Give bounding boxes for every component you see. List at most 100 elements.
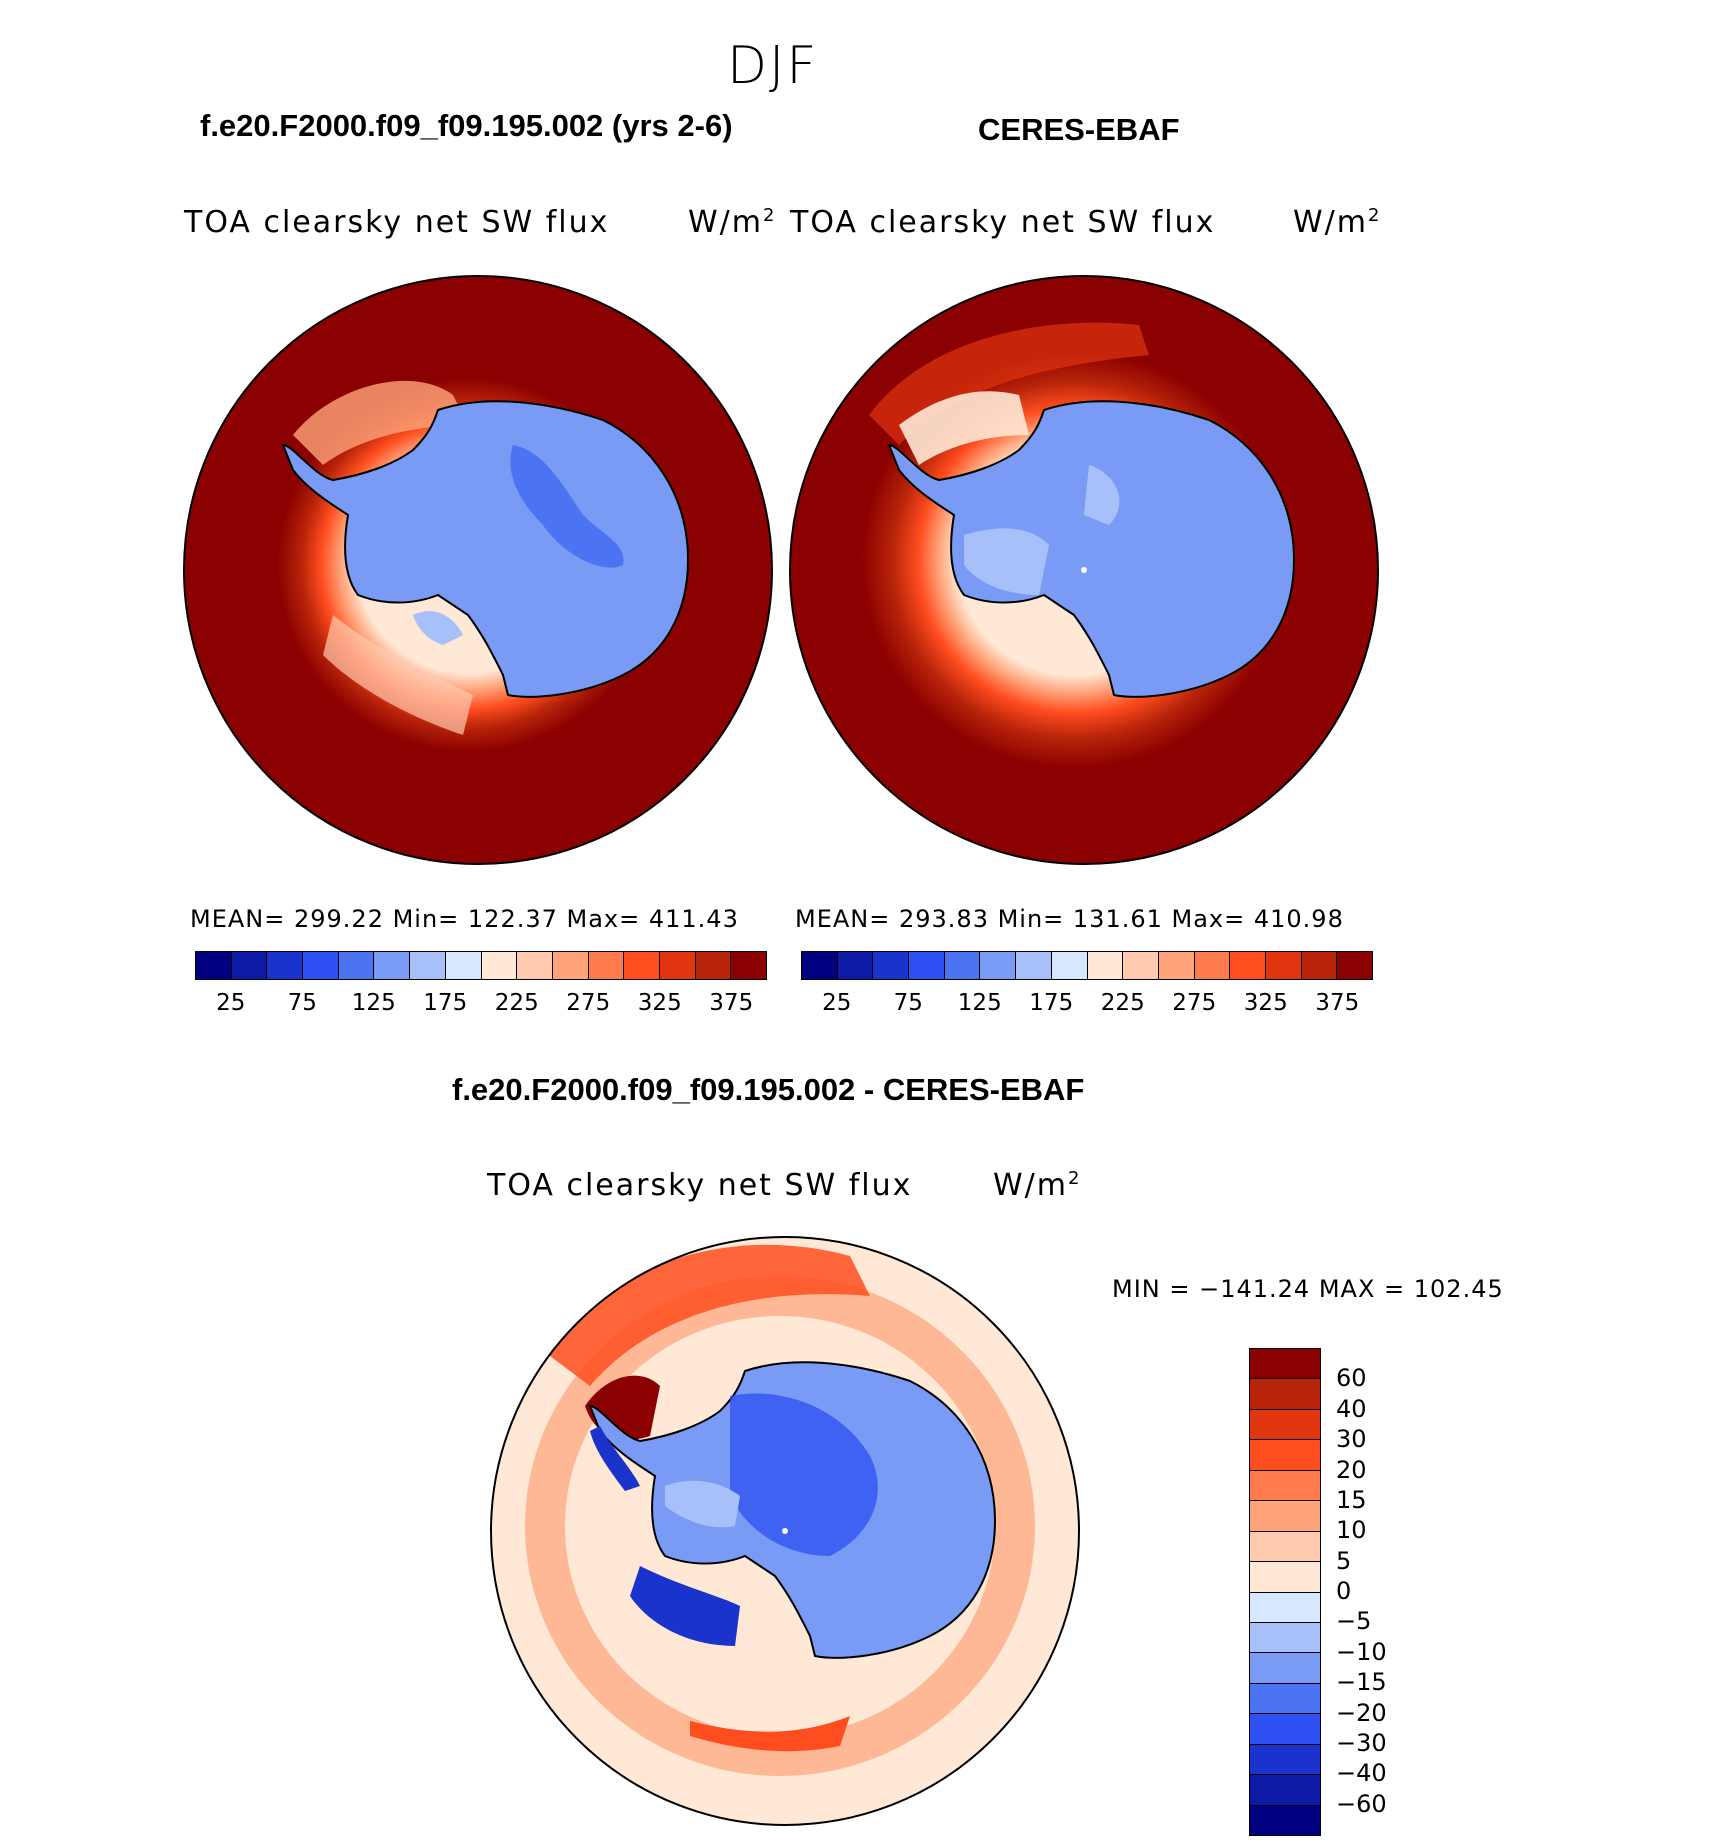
colorbar-segment [1158, 952, 1195, 979]
colorbar-tick-label: 60 [1336, 1364, 1367, 1393]
colorbar-segment [1051, 952, 1088, 979]
panel1-colorbar-labels: 25 75 125 175 225 275 325 375 [195, 990, 767, 1020]
obs-case-title: CERES-EBAF [978, 112, 1180, 147]
colorbar-segment [1123, 952, 1159, 979]
colorbar-tick-label: 225 [494, 990, 539, 1016]
colorbar-segment [980, 952, 1017, 979]
colorbar-segment [196, 952, 232, 979]
colorbar-segment [1230, 952, 1266, 979]
colorbar-tick-label: 75 [893, 990, 923, 1016]
colorbar-segment [267, 952, 304, 979]
colorbar-segment [588, 952, 625, 979]
obs-polar-map [789, 275, 1379, 865]
panel2-stats: MEAN= 293.83 Min= 131.61 Max= 410.98 [795, 905, 1344, 933]
colorbar-tick-label: 30 [1336, 1425, 1367, 1454]
colorbar-tick-label: −40 [1336, 1759, 1387, 1788]
colorbar-segment [1194, 952, 1231, 979]
colorbar-tick-label: 25 [216, 990, 246, 1016]
colorbar-segment [1250, 1349, 1320, 1379]
colorbar-tick-label: −20 [1336, 1698, 1387, 1727]
season-title: DJF [727, 36, 819, 96]
colorbar-tick-label: 75 [287, 990, 317, 1016]
colorbar-segment [1250, 1500, 1320, 1531]
panel1-units: W/m2 [688, 205, 777, 240]
model-case-title: f.e20.F2000.f09_f09.195.002 (yrs 2-6) [200, 108, 733, 143]
colorbar-segment [374, 952, 411, 979]
colorbar-tick-label: 125 [957, 990, 1002, 1016]
colorbar-segment [410, 952, 446, 979]
colorbar-segment [1250, 1804, 1320, 1835]
panel1-stats: MEAN= 299.22 Min= 122.37 Max= 411.43 [190, 905, 739, 933]
colorbar-segment [1250, 1713, 1320, 1744]
difference-title: f.e20.F2000.f09_f09.195.002 - CERES-EBAF [452, 1072, 1085, 1107]
colorbar-tick-label: 175 [423, 990, 468, 1016]
colorbar-tick-label: 175 [1029, 990, 1074, 1016]
panel2-colorbar [801, 951, 1373, 980]
panel2-colorbar-labels: 25 75 125 175 225 275 325 375 [801, 990, 1373, 1020]
colorbar-tick-label: 40 [1336, 1394, 1367, 1423]
colorbar-tick-label: 275 [566, 990, 611, 1016]
colorbar-segment [303, 952, 339, 979]
colorbar-tick-label: 325 [1243, 990, 1288, 1016]
colorbar-segment [1250, 1561, 1320, 1592]
colorbar-segment [1250, 1378, 1320, 1409]
colorbar-segment [1250, 1469, 1320, 1501]
colorbar-tick-label: 5 [1336, 1546, 1352, 1575]
panel1-variable-title: TOA clearsky net SW flux [184, 205, 610, 240]
colorbar-segment [1250, 1682, 1320, 1714]
colorbar-tick-label: −30 [1336, 1728, 1387, 1757]
colorbar-tick-label: 125 [351, 990, 396, 1016]
diff-minmax: MIN = −141.24 MAX = 102.45 [1112, 1275, 1504, 1303]
colorbar-tick-label: −15 [1336, 1668, 1387, 1697]
colorbar-segment [338, 952, 375, 979]
difference-colorbar-labels: −60 −40 −30 −20 −15 −10 −5 0 5 10 15 20 30 40 60 [1336, 1348, 1416, 1834]
colorbar-segment [1250, 1743, 1320, 1775]
colorbar-tick-label: 20 [1336, 1455, 1367, 1484]
colorbar-segment [695, 952, 732, 979]
colorbar-segment [517, 952, 553, 979]
colorbar-tick-label: 25 [822, 990, 852, 1016]
colorbar-tick-label: 15 [1336, 1485, 1367, 1514]
colorbar-tick-label: 325 [637, 990, 682, 1016]
colorbar-segment [944, 952, 981, 979]
colorbar-tick-label: 10 [1336, 1516, 1367, 1545]
colorbar-segment [481, 952, 518, 979]
colorbar-tick-label: 375 [1315, 990, 1360, 1016]
colorbar-segment [731, 952, 766, 979]
colorbar-segment [624, 952, 660, 979]
colorbar-segment [1301, 952, 1338, 979]
colorbar-segment [1250, 1591, 1320, 1622]
colorbar-segment [1250, 1530, 1320, 1562]
colorbar-segment [802, 952, 838, 979]
colorbar-segment [1250, 1652, 1320, 1683]
diff-variable-title: TOA clearsky net SW flux [487, 1168, 913, 1203]
colorbar-segment [445, 952, 482, 979]
panel2-units: W/m2 [1293, 205, 1382, 240]
colorbar-segment [873, 952, 910, 979]
colorbar-segment [1250, 1408, 1320, 1440]
colorbar-tick-label: −10 [1336, 1637, 1387, 1666]
colorbar-tick-label: −60 [1336, 1789, 1387, 1818]
colorbar-segment [552, 952, 589, 979]
colorbar-segment [1337, 952, 1372, 979]
colorbar-tick-label: −5 [1336, 1607, 1372, 1636]
colorbar-tick-label: 275 [1172, 990, 1217, 1016]
difference-colorbar [1249, 1348, 1321, 1836]
colorbar-tick-label: 225 [1100, 990, 1145, 1016]
antarctica-continent [281, 400, 690, 698]
colorbar-segment [1250, 1621, 1320, 1653]
difference-polar-map [490, 1236, 1080, 1826]
panel2-variable-title: TOA clearsky net SW flux [790, 205, 1216, 240]
colorbar-tick-label: 375 [709, 990, 754, 1016]
model-polar-map [183, 275, 773, 865]
colorbar-segment [1016, 952, 1052, 979]
antarctica-continent [887, 400, 1296, 698]
colorbar-segment [1265, 952, 1302, 979]
diff-units: W/m2 [993, 1168, 1082, 1203]
panel1-colorbar [195, 951, 767, 980]
colorbar-segment [659, 952, 696, 979]
colorbar-tick-label: 0 [1336, 1577, 1352, 1605]
colorbar-segment [1250, 1439, 1320, 1470]
colorbar-segment [231, 952, 268, 979]
colorbar-segment [1250, 1774, 1320, 1805]
